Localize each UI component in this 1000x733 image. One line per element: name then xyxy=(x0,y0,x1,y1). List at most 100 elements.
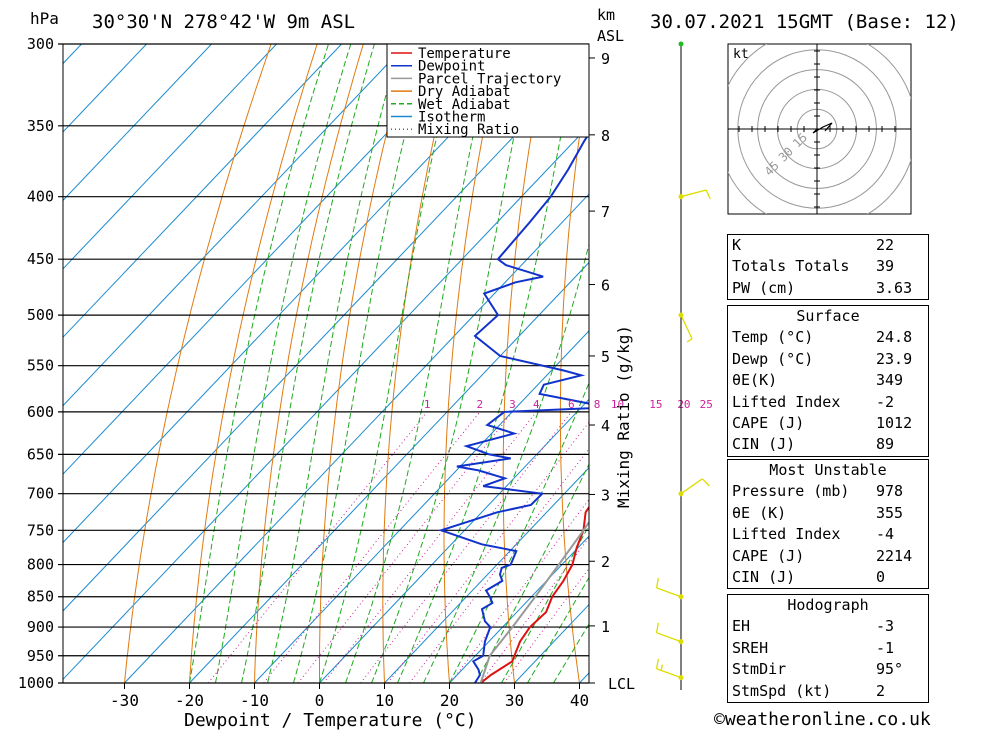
hodo-row: StmDir 95° xyxy=(728,659,928,680)
index-label: Totals Totals xyxy=(732,257,850,276)
hodo-row: SREH -1 xyxy=(728,638,928,659)
legend-label: Dry Adiabat xyxy=(418,84,511,100)
wet-adiabat-line xyxy=(501,524,589,683)
axes-labels: 3003504004505005506006507007508008509009… xyxy=(18,35,713,710)
datetime-title: 30.07.2021 15GMT (Base: 12) xyxy=(650,11,959,33)
isotherm-line xyxy=(384,467,589,683)
height-ref-label: ASL xyxy=(597,27,624,45)
wind-barb-half-feather xyxy=(686,338,693,343)
dewpoint-line xyxy=(438,131,589,683)
wet-adiabat-line xyxy=(241,44,375,683)
mu-label: CAPE (J) xyxy=(732,546,805,565)
wind-barb-feather xyxy=(655,622,659,633)
mixing-ratio-label: 6 xyxy=(568,398,575,411)
wind-barb xyxy=(655,622,682,643)
hodograph-trace xyxy=(812,122,833,134)
pressure-tick-label: 450 xyxy=(27,250,54,268)
km-tick-label: 3 xyxy=(601,486,610,504)
pressure-tick-label: 900 xyxy=(27,618,54,636)
mixing-ratio-label: 10 xyxy=(611,398,624,411)
surface-label: CIN (J) xyxy=(732,435,796,454)
surface-row: Temp (°C) 24.8 xyxy=(728,327,928,348)
mixing-ratio-line xyxy=(387,421,589,683)
pressure-tick-label: 750 xyxy=(27,521,54,539)
mixing-ratio-label: 25 xyxy=(700,398,713,411)
surface-row: CAPE (J) 1012 xyxy=(728,413,928,434)
index-value: 39 xyxy=(876,257,895,276)
mu-value: 2214 xyxy=(876,546,913,565)
pressure-unit-label: hPa xyxy=(30,9,59,28)
mu-row: Pressure (mb) 978 xyxy=(728,481,928,502)
hodograph-title: Hodograph xyxy=(787,596,869,614)
hodo-label: StmDir xyxy=(732,660,787,679)
surface-title: Surface xyxy=(796,307,860,325)
isotherm-line xyxy=(63,44,342,338)
surface-label: Temp (°C) xyxy=(732,328,814,347)
footer-copyright[interactable]: ©weatheronline.co.uk xyxy=(714,709,931,730)
surface-row: CIN (J) 89 xyxy=(728,434,928,455)
isotherm-line xyxy=(63,44,537,544)
legend-label: Isotherm xyxy=(418,110,485,126)
pressure-tick-label: 300 xyxy=(27,35,54,53)
mu-row: CAPE (J) 2214 xyxy=(728,546,928,567)
parcel-trajectory-line xyxy=(479,520,589,683)
isotherm-line xyxy=(63,44,212,202)
wind-barb xyxy=(680,478,710,495)
mixing-ratio-label: 8 xyxy=(594,398,601,411)
temp-tick-label: -20 xyxy=(175,691,204,710)
mixing-ratio-label: 4 xyxy=(533,398,540,411)
wind-barb-shaft xyxy=(680,478,703,495)
mixing-ratio-line xyxy=(503,567,589,683)
hodo-row: EH -3 xyxy=(728,616,928,637)
mu-value: 978 xyxy=(876,482,904,501)
hodo-label: SREH xyxy=(732,638,769,657)
indices-table: K 22 Totals Totals 39 PW (cm) 3.63 xyxy=(727,234,929,301)
pressure-tick-label: 350 xyxy=(27,117,54,135)
surface-label: Lifted Index xyxy=(732,392,841,411)
index-value: 3.63 xyxy=(876,278,913,297)
wind-barb xyxy=(655,577,682,598)
wind-barb-feather xyxy=(701,478,710,487)
mixing-ratio-label: 1 xyxy=(424,398,431,411)
mixing-ratio-axis-title: Mixing Ratio (g/kg) xyxy=(614,325,633,508)
isotherm-line xyxy=(63,44,407,407)
temperature-line xyxy=(480,505,589,683)
km-tick-label: 8 xyxy=(601,127,610,145)
isobar-lines xyxy=(58,43,589,684)
plot-frame xyxy=(62,43,590,684)
most-unstable-table: Most Unstable Pressure (mb) 978 θE (K) 355… xyxy=(727,459,929,590)
pressure-tick-label: 800 xyxy=(27,556,54,574)
surface-label: Dewp (°C) xyxy=(732,349,814,368)
isotherm-line xyxy=(63,44,147,133)
wet-adiabat-line xyxy=(267,44,401,683)
surface-table: Surface Temp (°C) 24.8 Dewp (°C) 23.9 θE(K… xyxy=(727,305,929,457)
hodograph-table: Hodograph EH -3 SREH -1 StmDir 95° StmSpd (… xyxy=(727,594,929,703)
surface-value: 349 xyxy=(876,371,904,390)
mu-value: 355 xyxy=(876,503,904,522)
most-unstable-title: Most Unstable xyxy=(769,461,887,479)
wet-adiabat-line xyxy=(475,463,589,683)
wind-barb-shaft xyxy=(680,314,693,339)
mixing-ratio-label: 3 xyxy=(509,398,516,411)
pressure-tick-label: 550 xyxy=(27,357,54,375)
mu-label: Lifted Index xyxy=(732,525,841,544)
hodo-value: -3 xyxy=(876,617,895,636)
wind-barb-feather xyxy=(705,189,711,200)
mu-row: θE (K) 355 xyxy=(728,503,928,524)
mu-row: Lifted Index -4 xyxy=(728,524,928,545)
wet-adiabat-line xyxy=(371,44,534,683)
location-title: 30°30'N 278°42'W 9m ASL xyxy=(92,11,355,33)
pressure-tick-label: 1000 xyxy=(18,674,54,692)
hodo-value: 95° xyxy=(876,660,904,679)
wind-barb xyxy=(680,189,711,200)
index-row: PW (cm) 3.63 xyxy=(728,278,928,299)
wind-barb-shaft xyxy=(656,632,682,643)
surface-row: Dewp (°C) 23.9 xyxy=(728,349,928,370)
dry-adiabat-line xyxy=(962,44,1000,683)
km-tick-label: 5 xyxy=(601,348,610,366)
pressure-tick-label: 600 xyxy=(27,403,54,421)
wind-barb xyxy=(680,314,693,343)
wind-barb xyxy=(655,658,682,679)
